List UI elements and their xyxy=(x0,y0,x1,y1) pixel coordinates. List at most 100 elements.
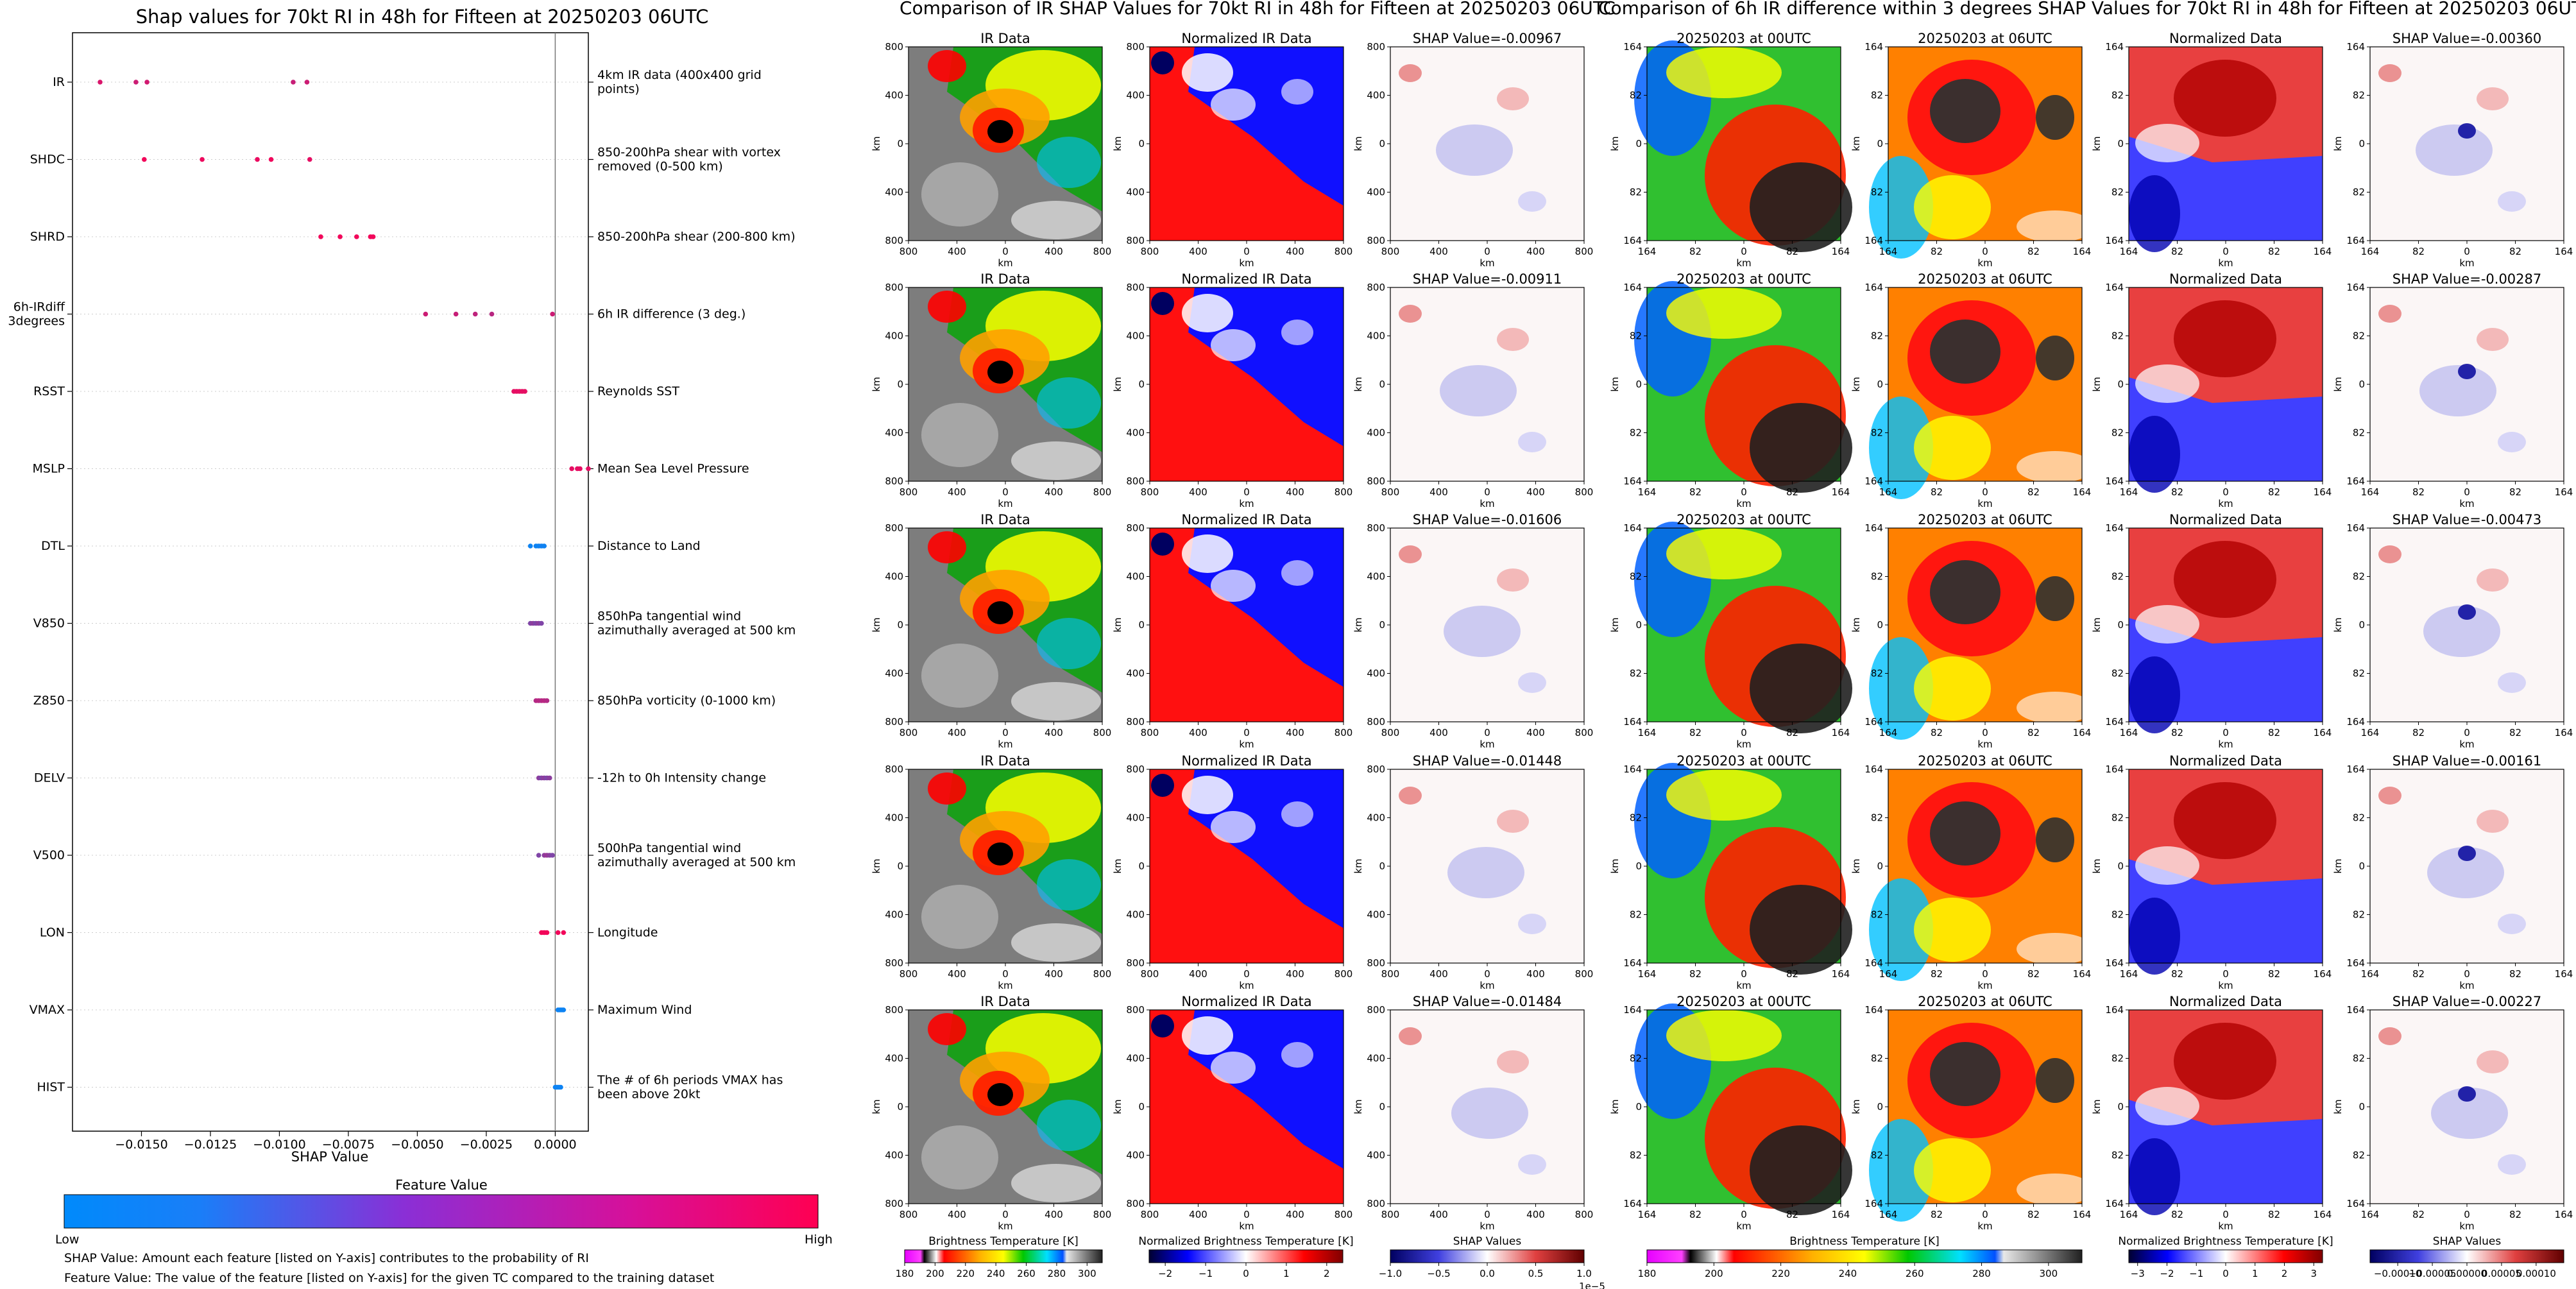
map-panel-r4-c3: SHAP Value=-0.01448800800400400004004008… xyxy=(1352,753,1593,991)
colorbar-tick-label: −0.5 xyxy=(1427,1268,1450,1279)
y-tick-label: 0 xyxy=(1379,1101,1385,1113)
x-tick-label: 800 xyxy=(1141,246,1159,257)
x-tick-label: 164 xyxy=(1832,246,1850,257)
x-tick-label: 400 xyxy=(1045,486,1063,498)
x-tick-label: 164 xyxy=(1638,1209,1657,1220)
cloud-edge xyxy=(1211,329,1256,361)
panel-title: SHAP Value=-0.00967 xyxy=(1413,31,1562,46)
y-tick-label: 0 xyxy=(2358,1101,2365,1113)
y-tick-label: 400 xyxy=(885,1150,903,1161)
x-axis-label: km xyxy=(1736,1220,1751,1232)
panel-title: SHAP Value=-0.00161 xyxy=(2393,753,2542,769)
shap-point xyxy=(291,80,296,85)
x-tick-label: 800 xyxy=(1575,727,1594,738)
y-tick-label: 400 xyxy=(1126,668,1145,679)
y-tick-label: 400 xyxy=(885,330,903,342)
storm-center xyxy=(2036,576,2074,621)
shap-point xyxy=(472,311,478,317)
feature-description-shrd: 850-200hPa shear (200-800 km) xyxy=(597,230,796,244)
y-axis-label: km xyxy=(1112,1099,1123,1114)
shap-point xyxy=(144,80,149,85)
feature-label-z850: Z850 xyxy=(33,694,65,708)
transition-zone xyxy=(2135,846,2199,885)
cold-core xyxy=(1151,774,1174,797)
x-tick-label: 400 xyxy=(1429,1209,1448,1220)
storm-center xyxy=(1930,801,2000,866)
y-tick-label: 164 xyxy=(2105,235,2124,246)
map-panel-r1-c7: SHAP Value=-0.00360164164828200828216416… xyxy=(2332,31,2573,269)
x-tick-label: 400 xyxy=(1429,727,1448,738)
clear-area xyxy=(921,644,998,708)
map-panel-r2-c5: 20250203 at 06UTC1641648282008282164164k… xyxy=(1850,271,2094,509)
cloud-band xyxy=(1869,397,1933,499)
x-tick-label: 164 xyxy=(2314,727,2332,738)
map-panel-r1-c5: 20250203 at 06UTC1641648282008282164164k… xyxy=(1850,31,2094,269)
colorbar-offset: 1e−5 xyxy=(1579,1281,1605,1289)
y-tick-label: 800 xyxy=(1367,41,1385,53)
map-panel-r3-c4: 20250203 at 00UTC1641648282008282164164k… xyxy=(1609,512,1852,750)
map-panel-r1-c4: 20250203 at 00UTC1641648282008282164164k… xyxy=(1609,31,1852,269)
feature-colorbar-high-label: High xyxy=(805,1233,833,1247)
cloud-edge xyxy=(1211,1052,1256,1084)
panel-title: SHAP Value=-0.00911 xyxy=(1413,271,1562,287)
y-tick-label: 400 xyxy=(885,812,903,824)
shap-point xyxy=(200,157,205,162)
cloud-band xyxy=(1869,878,1933,981)
y-tick-label: 164 xyxy=(1864,957,1883,969)
feature-label-delv: DELV xyxy=(34,771,65,785)
map-panel-r3-c3: SHAP Value=-0.01606800800400400004004008… xyxy=(1352,512,1593,750)
shap-point xyxy=(561,930,567,935)
y-tick-label: 164 xyxy=(1623,282,1642,293)
y-tick-label: 82 xyxy=(1871,1053,1883,1064)
y-tick-label: 0 xyxy=(1877,138,1883,149)
y-axis-label: km xyxy=(1352,136,1364,151)
positive-shap-area xyxy=(1399,787,1422,805)
cloud-edge xyxy=(1281,560,1313,586)
colorbar-normalized-brightness-temperature-k: Normalized Brightness Temperature [K] −2 −… xyxy=(1138,1235,1353,1279)
y-tick-label: 164 xyxy=(2346,764,2365,775)
x-tick-label: 82 xyxy=(1786,727,1798,738)
colorbar-label: Normalized Brightness Temperature [K] xyxy=(1138,1235,1353,1248)
y-axis-label: km xyxy=(2091,1099,2103,1114)
map-panel-r2-c2: Normalized IR Data8008004004000040040080… xyxy=(1112,271,1352,509)
map-panel-r4-c2: Normalized IR Data8008004004000040040080… xyxy=(1112,753,1352,991)
cloud-edge xyxy=(1182,1016,1233,1055)
x-tick-label: 164 xyxy=(2361,246,2380,257)
map-panel-r1-c6: Normalized Data1641648282008282164164kmk… xyxy=(2091,31,2332,269)
x-tick-label: 800 xyxy=(1381,968,1400,980)
y-tick-label: 82 xyxy=(2353,571,2365,583)
y-tick-label: 82 xyxy=(1630,1150,1642,1161)
map-panel-r5-c4: 20250203 at 00UTC1641648282008282164164k… xyxy=(1609,994,1852,1232)
negative-shap-area xyxy=(1518,191,1546,212)
x-tick-label: 0 xyxy=(1484,486,1490,498)
x-tick-label: 400 xyxy=(1429,968,1448,980)
shap-point xyxy=(558,1084,563,1090)
panel-title: 20250203 at 00UTC xyxy=(1676,753,1811,769)
x-tick-label: 82 xyxy=(2171,486,2183,498)
negative-shap-area xyxy=(2423,606,2500,657)
x-tick-label: 800 xyxy=(900,727,918,738)
y-tick-label: 82 xyxy=(1871,187,1883,198)
x-tick-label: 400 xyxy=(1429,246,1448,257)
clear-area xyxy=(1011,441,1101,480)
y-tick-label: 800 xyxy=(1126,716,1145,728)
panel-title: Normalized Data xyxy=(2169,994,2282,1009)
colorbar-label: Brightness Temperature [K] xyxy=(928,1235,1078,1248)
colorbar-tick-label: −3 xyxy=(2131,1268,2145,1279)
storm-center xyxy=(987,361,1013,384)
y-tick-label: 164 xyxy=(2105,1004,2124,1016)
x-axis-label: km xyxy=(2218,498,2233,509)
x-tick-label: 800 xyxy=(1141,968,1159,980)
y-tick-label: 164 xyxy=(2346,235,2365,246)
y-tick-label: 400 xyxy=(1367,571,1385,583)
y-tick-label: 82 xyxy=(1871,1150,1883,1161)
x-tick-label: 164 xyxy=(2314,1209,2332,1220)
shap-point xyxy=(544,698,550,703)
panel-title: 20250203 at 00UTC xyxy=(1676,994,1811,1009)
y-axis-label: km xyxy=(1112,858,1123,873)
cloud-band xyxy=(1666,769,1782,821)
x-tick-label: 0 xyxy=(2222,486,2229,498)
feature-label-6h-irdiff-3degrees: 6h-IRdiff xyxy=(13,300,65,314)
y-tick-label: 400 xyxy=(885,187,903,198)
